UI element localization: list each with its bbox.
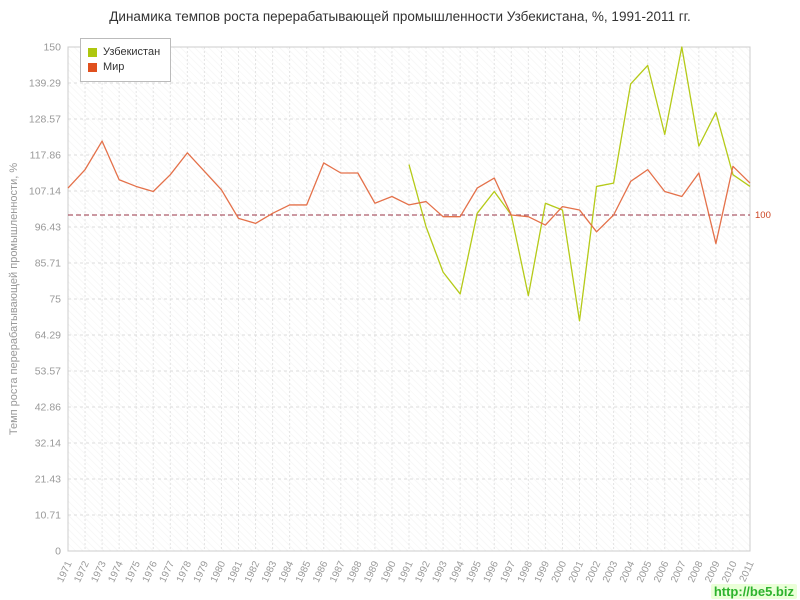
y-tick-label: 128.57: [29, 114, 61, 126]
y-tick-label: 10.71: [35, 510, 61, 522]
y-tick-label: 85.71: [35, 258, 61, 270]
y-tick-label: 53.57: [35, 366, 61, 378]
y-tick-label: 96.43: [35, 221, 61, 233]
y-axis-title: Темп роста перерабатывающей промышленнос…: [8, 162, 20, 436]
y-tick-label: 150: [43, 42, 61, 54]
uzbekistan-series-marker-icon: [88, 48, 97, 57]
legend-item-uzbekistan: Узбекистан: [88, 46, 160, 59]
y-tick-label: 139.29: [29, 77, 61, 89]
y-tick-label: 75: [49, 294, 61, 306]
plot-border: [67, 46, 751, 552]
y-tick-label: 0: [55, 546, 61, 558]
series-line-1: [67, 140, 751, 245]
legend-label-world: Мир: [103, 61, 125, 73]
y-tick-label: 32.14: [35, 438, 61, 450]
chart-title: Динамика темпов роста перерабатывающей п…: [109, 9, 691, 24]
series-line-0: [408, 46, 751, 322]
y-tick-label: 64.29: [35, 329, 61, 341]
legend-label-uzbekistan: Узбекистан: [103, 46, 161, 58]
legend-item-world: Мир: [88, 61, 160, 74]
y-tick-label: 117.86: [30, 149, 61, 161]
reference-line-label: 100: [755, 210, 771, 221]
x-tick-label: 2011: [738, 559, 757, 584]
x-tick-label: 2010: [720, 559, 740, 584]
world-series-marker-icon: [88, 63, 97, 72]
watermark-link[interactable]: http://be5.biz: [710, 584, 797, 599]
y-tick-label: 107.14: [29, 186, 61, 198]
y-tick-label: 42.86: [35, 401, 61, 413]
chart-legend: Узбекистан Мир: [80, 38, 172, 82]
y-tick-label: 21.43: [35, 473, 61, 485]
